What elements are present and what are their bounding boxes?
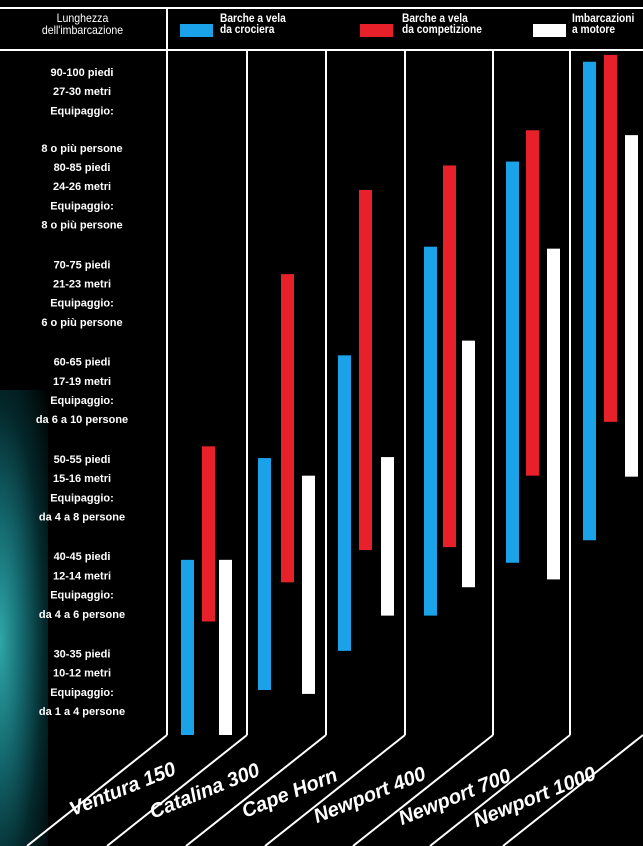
range-bar: [281, 274, 294, 583]
column-diagonal: [185, 734, 327, 846]
y-category-label: 70-75 piedi: [54, 259, 111, 271]
y-category-label: da 1 a 4 persone: [39, 706, 125, 718]
y-axis-label: Lunghezza dell'imbarcazione: [41, 11, 124, 37]
y-category-label: Equipaggio:: [50, 105, 114, 117]
column-diagonal: [352, 734, 494, 846]
column-diagonal: [106, 734, 248, 846]
range-bar: [219, 559, 232, 735]
y-category-label: 24-26 metri: [53, 181, 111, 193]
y-category-label: Equipaggio:: [50, 590, 114, 602]
range-bar: [462, 340, 475, 588]
legend-label: Barche a vela da competizione: [402, 11, 482, 36]
range-bar: [258, 458, 271, 690]
legend-swatch: [533, 24, 566, 37]
y-category-label: Equipaggio:: [50, 492, 114, 504]
range-bar: [526, 130, 539, 476]
column-diagonal: [502, 734, 643, 846]
legend-label: Imbarcazioni a motore: [572, 11, 635, 36]
y-category-label: 6 o più persone: [41, 317, 122, 329]
legend-swatch: [360, 24, 393, 37]
range-bar: [443, 165, 456, 548]
range-bar: [381, 457, 394, 616]
y-category-label: 80-85 piedi: [54, 162, 111, 174]
legend-label: Barche a vela da crociera: [220, 11, 286, 36]
y-category-label: 10-12 metri: [53, 668, 111, 680]
y-category-label: 40-45 piedi: [54, 551, 111, 563]
background-glow: [0, 390, 48, 846]
y-category-label: Equipaggio:: [50, 395, 114, 407]
y-category-label: 60-65 piedi: [54, 357, 111, 369]
range-bar: [506, 161, 519, 563]
range-bar: [202, 446, 215, 622]
range-bar: [625, 135, 638, 477]
y-category-label: 15-16 metri: [53, 473, 111, 485]
y-category-label: 8 o più persone: [41, 143, 122, 155]
y-category-label: da 4 a 8 persone: [39, 512, 125, 524]
y-category-label: 50-55 piedi: [54, 454, 111, 466]
range-bar: [338, 355, 351, 651]
y-category-label: 8 o più persone: [41, 220, 122, 232]
y-category-label: 17-19 metri: [53, 376, 111, 388]
column-diagonal: [26, 734, 168, 846]
y-category-label: da 6 a 10 persone: [36, 414, 128, 426]
range-bar: [181, 559, 194, 735]
y-category-label: 30-35 piedi: [54, 649, 111, 661]
range-bar: [302, 475, 315, 694]
range-bar: [424, 246, 437, 616]
y-category-label: Equipaggio:: [50, 687, 114, 699]
y-category-label: Equipaggio:: [50, 298, 114, 310]
range-bar: [547, 248, 560, 580]
range-bar: [604, 54, 617, 422]
y-category-label: Equipaggio:: [50, 200, 114, 212]
y-category-label: 12-14 metri: [53, 570, 111, 582]
y-category-label: da 4 a 6 persone: [39, 609, 125, 621]
range-bar: [359, 189, 372, 551]
column-diagonal: [429, 734, 571, 846]
legend-swatch: [180, 24, 213, 37]
column-diagonal: [264, 734, 406, 846]
y-category-label: 90-100 piedi: [51, 67, 114, 79]
y-category-label: 27-30 metri: [53, 86, 111, 98]
y-category-label: 21-23 metri: [53, 279, 111, 291]
range-bar: [583, 61, 596, 541]
